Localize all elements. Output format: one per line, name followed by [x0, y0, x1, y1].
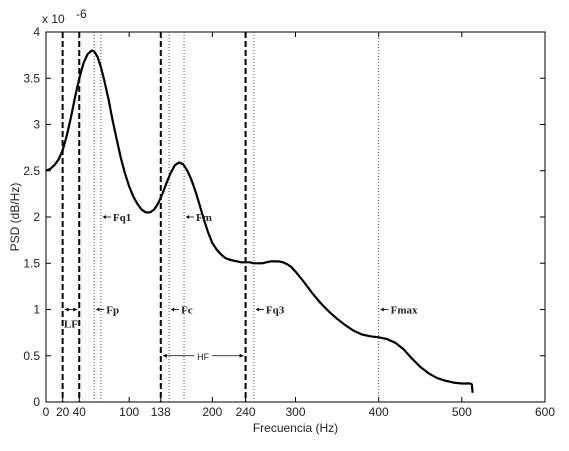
annotation-label: Fq1 — [113, 212, 131, 224]
annotation-arrowhead — [186, 215, 190, 219]
band-arrowhead — [73, 307, 78, 312]
band-arrowhead — [239, 353, 244, 358]
annotation-arrowhead — [255, 307, 259, 312]
y-tick-label: 2.5 — [23, 164, 40, 178]
psd-curve — [45, 49, 474, 393]
x-tick-label: 200 — [202, 405, 222, 419]
x-axis-label: Frecuencia (Hz) — [253, 421, 338, 435]
annotation-label: Fmax — [391, 305, 418, 317]
y-tick-label: 1.5 — [23, 256, 40, 270]
annotation-label: Fm — [196, 212, 212, 224]
x-tick-label: 40 — [73, 405, 87, 419]
x-tick-label: 300 — [285, 405, 305, 419]
y-tick-label: 3.5 — [23, 71, 40, 85]
x-tick-label: 0 — [43, 405, 50, 419]
annotation-arrowhead — [96, 307, 100, 312]
annotation-arrowhead — [102, 215, 106, 219]
y-exponent-label: x 10 — [42, 12, 65, 26]
y-tick-label: 0.5 — [23, 349, 40, 363]
y-tick-label: 2 — [33, 210, 40, 224]
x-tick-label: 500 — [452, 405, 472, 419]
band-label-bg — [194, 349, 213, 362]
x-tick-label: 138 — [151, 405, 171, 419]
x-tick-label: 240 — [236, 405, 256, 419]
annotation-arrowhead — [171, 307, 175, 312]
band-label: LF — [64, 319, 78, 331]
annotation-label: Fq3 — [266, 305, 285, 317]
x-tick-label: 600 — [535, 405, 555, 419]
x-tick-label: 100 — [119, 405, 139, 419]
y-tick-label: 3 — [33, 118, 40, 132]
y-tick-label: 1 — [33, 303, 40, 317]
y-tick-label: 4 — [33, 25, 40, 39]
band-label: HF — [197, 352, 209, 362]
band-arrowhead — [162, 353, 167, 358]
x-tick-label: 400 — [369, 405, 389, 419]
annotation-label: Fp — [106, 305, 119, 317]
y-axis-label: PSD (dB/Hz) — [8, 183, 22, 252]
x-tick-label: 20 — [56, 405, 70, 419]
y-tick-label: 0 — [33, 395, 40, 409]
annotation-label: Fc — [181, 305, 193, 317]
y-exponent-power: -6 — [76, 7, 87, 21]
band-arrowhead — [64, 307, 69, 312]
annotation-arrowhead — [380, 307, 384, 312]
